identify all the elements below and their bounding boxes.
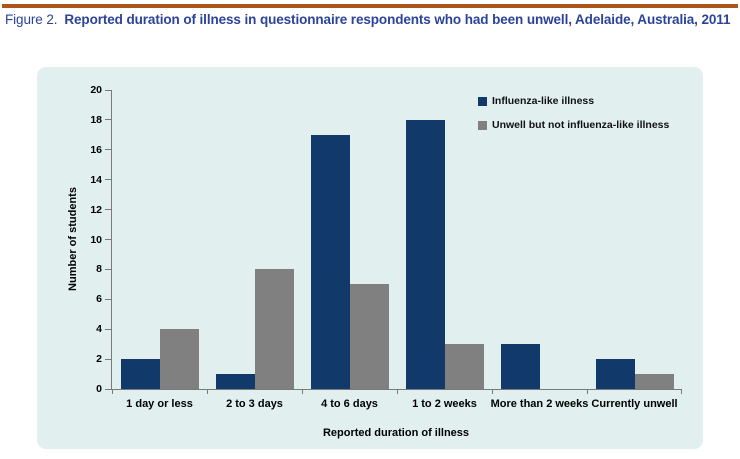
y-tick-mark xyxy=(105,298,112,300)
bar xyxy=(254,269,294,389)
y-tick-mark xyxy=(105,89,112,91)
x-category-label: 4 to 6 days xyxy=(321,398,378,410)
y-tick-mark xyxy=(105,268,112,270)
x-category-label: 2 to 3 days xyxy=(226,398,283,410)
y-tick-label: 10 xyxy=(90,233,102,246)
y-tick-label: 20 xyxy=(90,84,102,96)
x-tick-mark xyxy=(492,389,493,394)
x-category-label: More than 2 weeks xyxy=(490,398,589,410)
y-tick-label: 2 xyxy=(96,353,102,366)
legend-entry: Influenza-like illness xyxy=(478,95,669,107)
chart-panel: Number of students Influenza-like illnes… xyxy=(37,67,703,449)
bar xyxy=(634,374,674,389)
legend-label: Unwell but not influenza-like illness xyxy=(492,119,670,131)
y-tick-mark xyxy=(105,119,112,121)
y-tick-label: 4 xyxy=(96,323,102,336)
x-tick-mark xyxy=(112,389,113,394)
x-category-label: 1 to 2 weeks xyxy=(412,398,477,410)
x-tick-mark xyxy=(302,389,303,394)
figure-title-text: Reported duration of illness in question… xyxy=(64,12,731,27)
y-tick-mark xyxy=(105,388,112,390)
legend-label: Influenza-like illness xyxy=(492,95,595,107)
bar xyxy=(120,359,160,389)
figure-title: Figure 2. Reported duration of illness in… xyxy=(5,11,740,29)
plot-area: Influenza-like illness Unwell but not inf… xyxy=(90,84,682,410)
x-tick-mark xyxy=(207,389,208,394)
y-tick-label: 0 xyxy=(96,383,102,395)
y-tick-label: 8 xyxy=(96,263,102,276)
accent-rule xyxy=(2,4,738,8)
bar xyxy=(595,359,635,389)
y-tick-mark xyxy=(105,149,112,151)
y-tick-label: 12 xyxy=(90,203,102,216)
figure-label: Figure 2. xyxy=(5,12,58,27)
x-category-label: 1 day or less xyxy=(126,398,193,410)
y-tick-mark xyxy=(105,209,112,211)
y-tick-mark xyxy=(105,328,112,330)
x-category-label: Currently unwell xyxy=(591,398,678,410)
y-tick-label: 6 xyxy=(96,293,102,306)
bar xyxy=(405,119,445,389)
x-tick-mark xyxy=(587,389,588,394)
y-tick-label: 16 xyxy=(90,143,102,156)
x-tick-mark xyxy=(681,389,682,394)
legend: Influenza-like illness Unwell but not inf… xyxy=(478,95,669,143)
y-tick-label: 18 xyxy=(90,113,102,126)
x-axis-title: Reported duration of illness xyxy=(322,427,470,439)
y-tick-mark xyxy=(105,239,112,240)
y-tick-mark xyxy=(105,179,112,181)
x-tick-mark xyxy=(397,389,398,394)
legend-swatch xyxy=(478,120,487,130)
legend-entry: Unwell but not influenza-like illness xyxy=(478,119,669,131)
legend-swatch xyxy=(478,96,487,106)
y-tick-mark xyxy=(105,358,112,360)
bar xyxy=(159,329,199,389)
bar xyxy=(215,374,255,389)
y-tick-label: 14 xyxy=(90,173,102,186)
bar xyxy=(444,344,484,389)
bar xyxy=(500,344,540,389)
bar xyxy=(310,134,350,389)
bar xyxy=(349,284,389,389)
